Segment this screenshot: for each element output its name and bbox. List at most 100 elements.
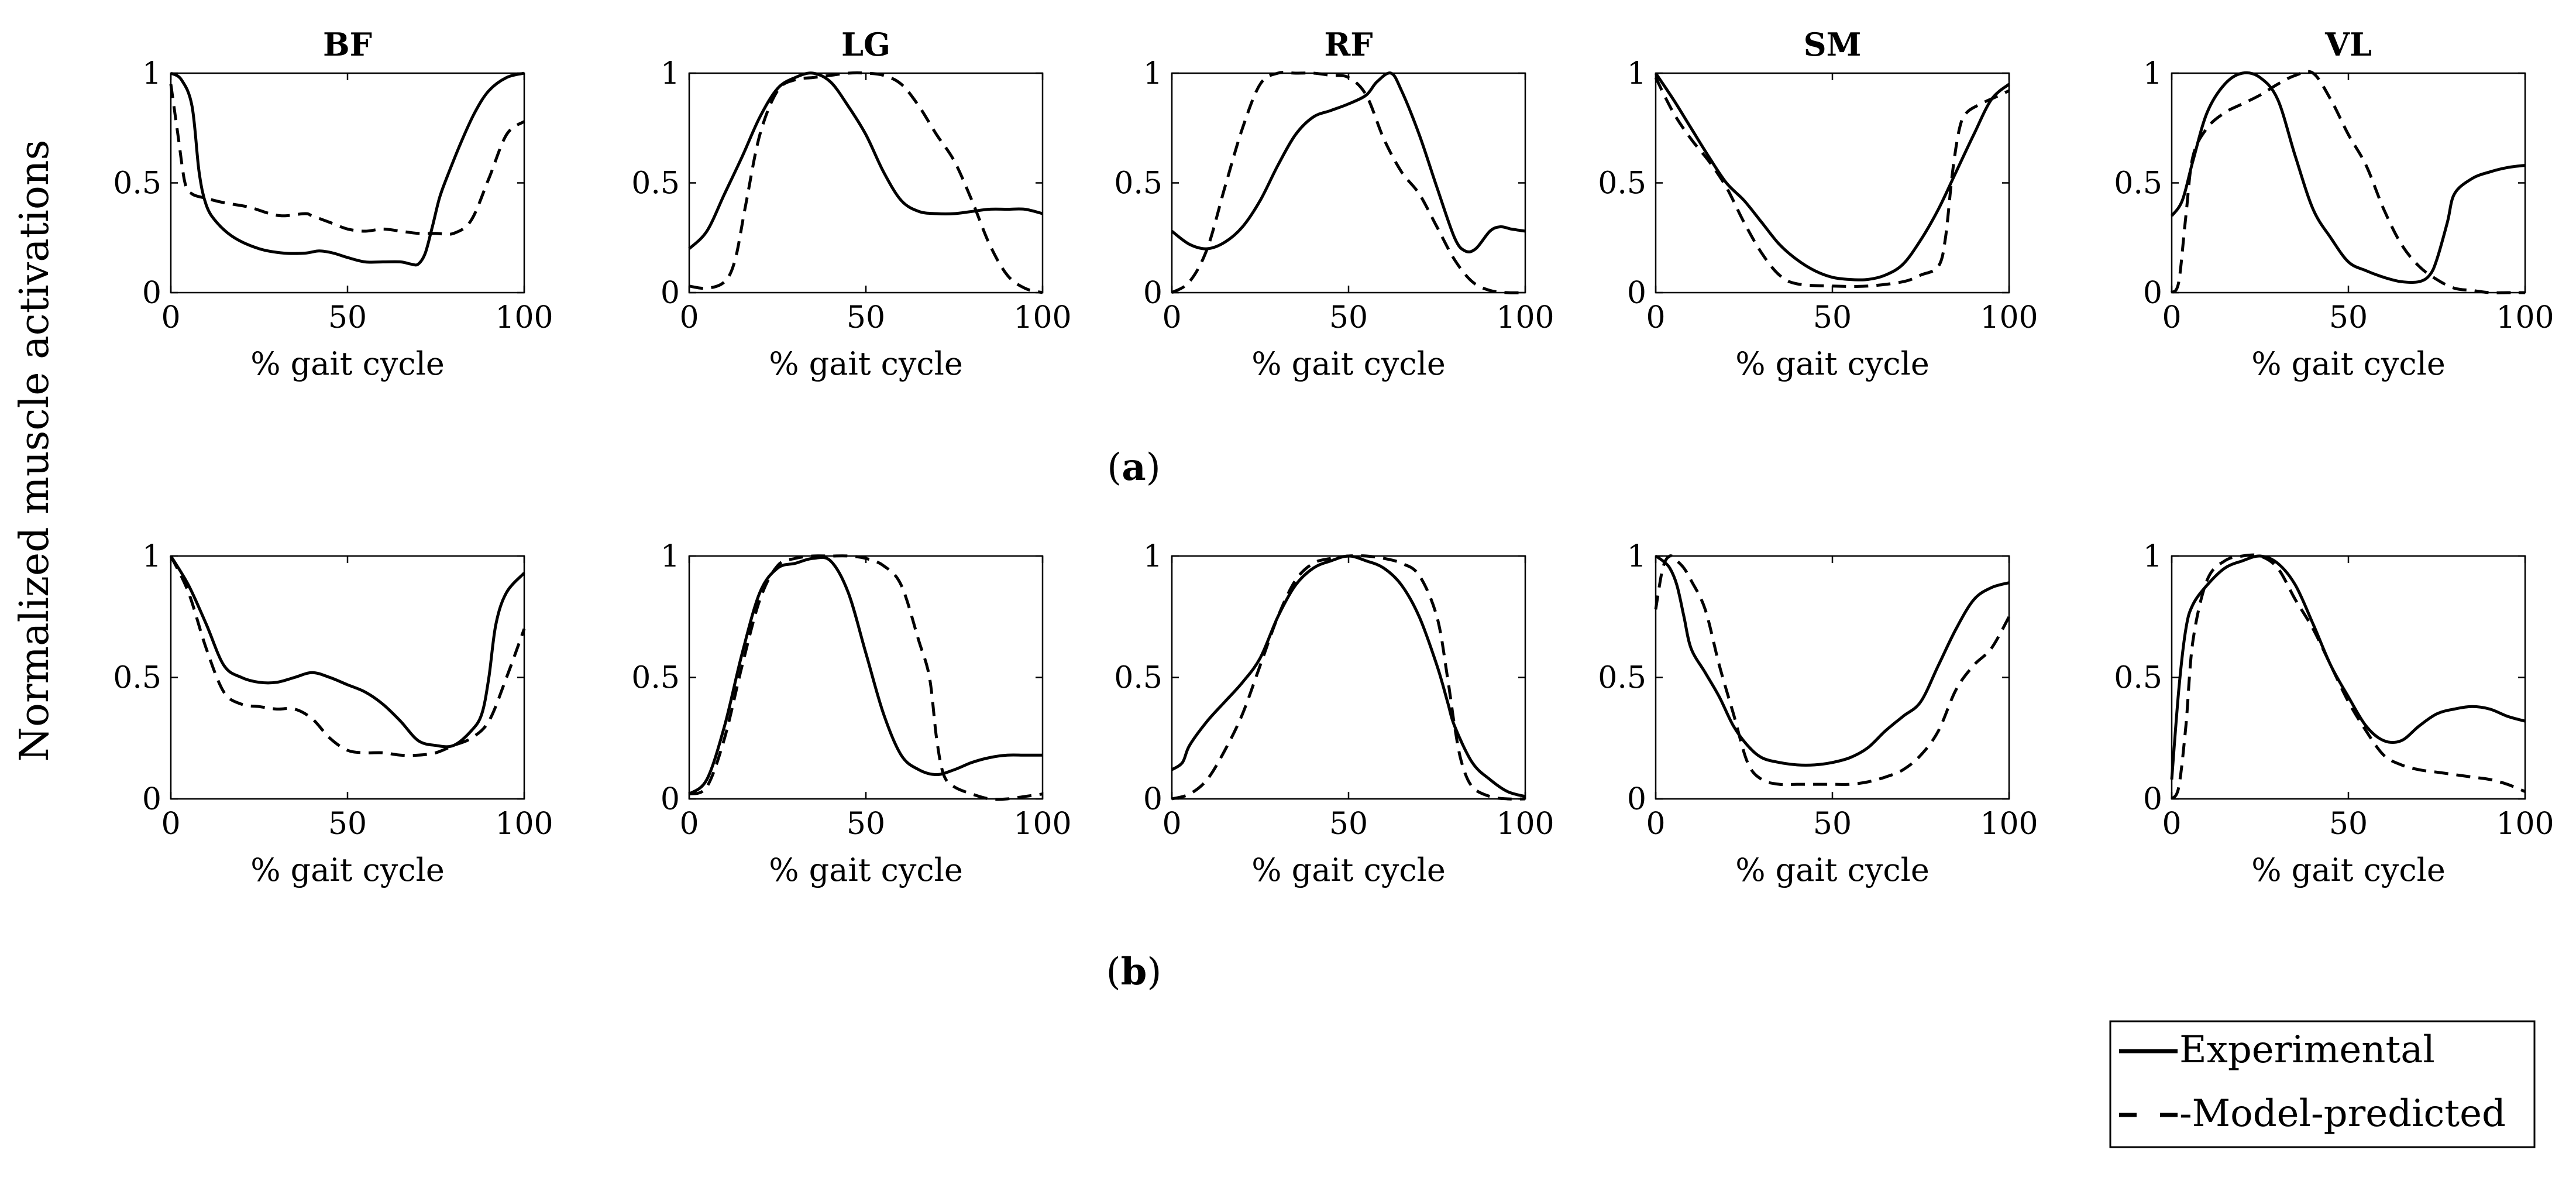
chart-a-5-series-model-predicted-line [2170, 70, 2525, 294]
chart-b-1-y-tick-label-0: 0 [142, 782, 161, 817]
chart-b-4-series-model-predicted-line [1654, 554, 2011, 787]
chart-b-1-x-axis-label: % gait cycle [250, 852, 445, 888]
chart-b-5-x-axis-label: % gait cycle [2251, 852, 2446, 888]
chart-b-5-x-tick-label-0: 0 [2162, 807, 2181, 842]
chart-a-4-y-tick-label-0.5: 0.5 [1598, 166, 1646, 201]
legend-box [2109, 1020, 2536, 1148]
chart-a-4-title: SM [1804, 26, 1862, 63]
chart-a-2-x-axis-label: % gait cycle [769, 345, 963, 382]
chart-a-4-x-tick-label-0: 0 [1646, 300, 1665, 335]
chart-b-1-x-tick-label-0: 0 [161, 807, 180, 842]
chart-b-5-series-experimental-line [2170, 554, 2526, 780]
chart-a-3-x-axis-label: % gait cycle [1251, 345, 1446, 382]
chart-b-4-series-experimental-line [1655, 554, 2010, 767]
chart-a-3-x-tick-label-50: 50 [1329, 300, 1368, 335]
panel-label-a: (a) [1107, 445, 1160, 489]
chart-b-3-series-experimental-line [1171, 554, 1526, 798]
chart-a-2-y-tick-label-0: 0 [661, 276, 680, 311]
chart-a-1: BF 0 50 100 0 0.5 1 % gait cycle [113, 26, 553, 382]
chart-b-2-x-axis-label: % gait cycle [769, 852, 963, 888]
chart-b-1-x-tick-label-50: 50 [328, 807, 367, 842]
chart-b-1-series-model-predicted-line [169, 555, 526, 757]
chart-b-1-y-tick-label-1: 1 [142, 539, 161, 574]
chart-a-2-y-tick-label-0.5: 0.5 [631, 166, 680, 201]
chart-a-1-title: BF [323, 26, 372, 63]
legend-label-model-predicted: -Model-predicted [2179, 1092, 2506, 1135]
chart-a-4-x-axis-label: % gait cycle [1735, 345, 1930, 382]
chart-b-3-y-tick-label-0: 0 [1143, 782, 1163, 817]
chart-b-2-series-experimental-line [688, 555, 1043, 795]
chart-b-3-y-tick-label-0.5: 0.5 [1114, 661, 1163, 696]
chart-b-5-x-tick-label-100: 100 [2496, 807, 2554, 842]
chart-b-5: 0 50 100 0 0.5 1 % gait cycle [2114, 539, 2554, 888]
chart-b-2-x-tick-label-50: 50 [847, 807, 885, 842]
y-axis-label: Normalized muscle activations [12, 140, 58, 762]
chart-a-1-y-tick-label-0: 0 [142, 276, 161, 311]
chart-a-2-series-model-predicted-line [689, 71, 1043, 294]
chart-b-5-y-tick-label-0.5: 0.5 [2114, 661, 2162, 696]
chart-a-1-series-model-predicted-line [169, 84, 525, 236]
chart-a-3-y-tick-label-0: 0 [1143, 276, 1163, 311]
chart-b-1-y-tick-label-0.5: 0.5 [113, 661, 161, 696]
chart-a-1-series-experimental-line [170, 71, 525, 267]
chart-b-5-y-tick-label-0: 0 [2143, 782, 2162, 817]
chart-a-2: LG 0 50 100 0 0.5 1 % gait cycle [631, 26, 1071, 382]
chart-a-1-y-tick-label-0.5: 0.5 [113, 166, 161, 201]
panel-label-b: (b) [1106, 950, 1162, 994]
chart-a-3-y-tick-label-0.5: 0.5 [1114, 166, 1163, 201]
chart-a-2-x-tick-label-100: 100 [1013, 300, 1071, 335]
chart-b-2-series-model-predicted-line [689, 554, 1043, 801]
chart-a-1-x-tick-label-50: 50 [328, 300, 367, 335]
chart-a-5: VL 0 50 100 0 0.5 1 % gait cycle [2114, 26, 2554, 382]
chart-b-2-y-tick-label-0.5: 0.5 [631, 661, 680, 696]
chart-b-2-axes-box [688, 555, 1044, 800]
chart-a-4-y-tick-label-1: 1 [1627, 56, 1646, 91]
chart-b-1-series-experimental-line [169, 555, 525, 749]
chart-b-1-axes-box [170, 555, 525, 800]
chart-a-2-x-tick-label-50: 50 [847, 300, 885, 335]
chart-b-4-x-axis-label: % gait cycle [1735, 852, 1930, 888]
chart-a-5-x-tick-label-100: 100 [2496, 300, 2554, 335]
chart-b-4-x-tick-label-0: 0 [1646, 807, 1665, 842]
chart-a-5-series-experimental-line [2170, 71, 2526, 284]
legend-label-experimental: Experimental [2179, 1028, 2435, 1072]
chart-b-3-x-tick-label-50: 50 [1329, 807, 1368, 842]
chart-a-5-axes-box [2171, 72, 2526, 294]
chart-b-3-y-tick-label-1: 1 [1143, 539, 1163, 574]
chart-a-5-x-tick-label-0: 0 [2162, 300, 2181, 335]
chart-b-1: 0 50 100 0 0.5 1 % gait cycle [113, 539, 553, 888]
chart-b-5-axes-box [2171, 555, 2526, 800]
chart-b-2: 0 50 100 0 0.5 1 % gait cycle [631, 539, 1071, 888]
chart-b-3: 0 50 100 0 0.5 1 % gait cycle [1114, 539, 1554, 888]
chart-b-3-x-tick-label-100: 100 [1496, 807, 1554, 842]
chart-a-4-series-model-predicted-line [1654, 77, 2010, 288]
chart-b-4: 0 50 100 0 0.5 1 % gait cycle [1598, 539, 2038, 888]
legend: Experimental -Model-predicted [2109, 1020, 2536, 1148]
chart-b-5-x-tick-label-50: 50 [2329, 807, 2368, 842]
chart-a-1-axes-box [170, 72, 525, 294]
chart-a-2-axes-box [688, 72, 1044, 294]
chart-b-3-series-model-predicted-line [1171, 554, 1526, 801]
chart-a-3-y-tick-label-1: 1 [1143, 56, 1163, 91]
chart-b-2-y-tick-label-0: 0 [661, 782, 680, 817]
chart-a-3-x-tick-label-100: 100 [1496, 300, 1554, 335]
chart-a-4: SM 0 50 100 0 0.5 1 % gait cycle [1598, 26, 2038, 382]
chart-b-4-x-tick-label-100: 100 [1980, 807, 2038, 842]
chart-a-4-axes-box [1655, 72, 2010, 294]
chart-b-2-x-tick-label-0: 0 [679, 807, 699, 842]
chart-a-5-title: VL [2324, 26, 2372, 63]
chart-a-1-x-tick-label-100: 100 [495, 300, 553, 335]
chart-a-5-y-tick-label-1: 1 [2143, 56, 2162, 91]
chart-a-2-title: LG [841, 26, 890, 63]
chart-a-5-x-tick-label-50: 50 [2329, 300, 2368, 335]
chart-a-3: RF 0 50 100 0 0.5 1 % gait cycle [1114, 26, 1554, 382]
chart-a-3-series-model-predicted-line [1171, 71, 1526, 294]
chart-a-3-title: RF [1324, 26, 1373, 63]
chart-a-2-y-tick-label-1: 1 [661, 56, 680, 91]
chart-a-1-y-tick-label-1: 1 [142, 56, 161, 91]
chart-b-4-y-tick-label-1: 1 [1627, 539, 1646, 574]
chart-b-5-series-model-predicted-line [2170, 553, 2526, 800]
chart-a-2-series-experimental-line [688, 71, 1043, 250]
chart-a-4-x-tick-label-100: 100 [1980, 300, 2038, 335]
